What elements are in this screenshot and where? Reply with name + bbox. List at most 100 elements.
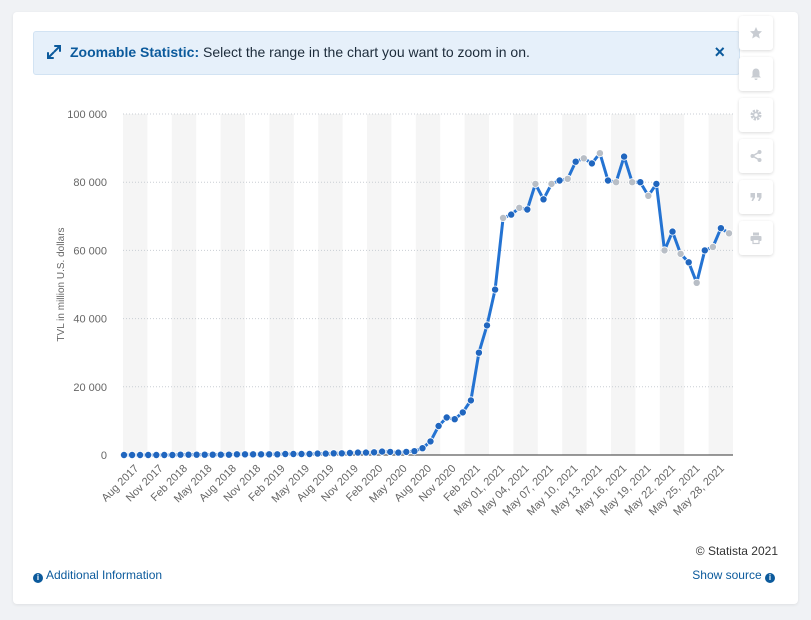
series-line [122,151,731,457]
plot-band [269,114,294,455]
data-point [120,450,129,459]
close-icon[interactable]: × [714,42,725,62]
data-point [128,450,137,459]
data-point [200,450,209,459]
data-point [474,348,483,357]
zoom-banner: Zoomable Statistic: Select the range in … [33,31,740,75]
y-tick-label: 20 000 [73,382,107,394]
data-point [240,450,249,459]
data-point [716,224,725,233]
plot-band [611,114,636,455]
data-point [216,450,225,459]
plot-band [123,114,148,455]
quote-icon [750,193,762,201]
data-point [628,178,637,187]
data-point [507,210,516,219]
data-point [289,449,298,458]
data-point [378,447,387,456]
data-point [136,450,145,459]
statistic-card: Zoomable Statistic: Select the range in … [13,12,798,604]
line-chart[interactable]: 0 20 000 40 000 60 000 80 000 100 000 TVL in m… [33,90,753,570]
data-point [281,449,290,458]
data-point [144,450,153,459]
data-point [684,258,693,267]
plot-band [171,114,197,455]
data-point [386,447,395,456]
y-tick-label: 80 000 [73,177,107,189]
data-point [152,450,161,459]
data-point [402,447,411,456]
y-tick-label: 100 000 [67,109,107,121]
data-point [458,408,467,417]
data-point [620,152,629,161]
notification-button[interactable] [739,57,773,91]
data-point [370,448,379,457]
banner-title: Zoomable Statistic: [70,44,200,60]
data-point [636,178,645,187]
data-point [434,421,443,430]
data-point [361,448,370,457]
data-point [563,174,572,183]
data-point [426,437,435,446]
y-tick-label: 40 000 [73,314,107,326]
data-point [192,450,201,459]
data-point [418,444,427,453]
data-point [329,449,338,458]
print-icon [750,232,762,245]
share-button[interactable] [739,139,773,173]
data-point [579,154,588,163]
show-source-label: Show source [692,568,762,582]
print-button[interactable] [739,221,773,255]
data-point [337,449,346,458]
data-point [547,179,556,188]
data-point [410,447,419,456]
additional-information-label: Additional Information [46,568,163,582]
data-point [168,450,177,459]
data-point [725,229,734,238]
additional-information-link[interactable]: i Additional Information [33,568,162,583]
data-point [612,178,621,187]
data-point [257,450,266,459]
data-point [587,159,596,168]
show-source-link[interactable]: Show source i [692,568,778,583]
plot-band [415,114,441,455]
data-point [555,176,564,185]
banner-message: Select the range in the chart you want t… [199,44,530,60]
data-point [499,214,508,223]
plot-band [659,114,685,455]
info-icon: i [33,573,43,583]
data-point [515,203,524,212]
data-point [184,450,193,459]
favorite-button[interactable] [739,16,773,50]
y-tick-label: 60 000 [73,245,107,257]
plot-band [562,114,587,455]
data-point [160,450,169,459]
data-point [442,413,451,422]
data-point [224,450,233,459]
data-point [604,176,613,185]
data-point [692,278,701,287]
data-point [595,149,604,158]
data-point [539,195,548,204]
star-icon [750,27,762,39]
data-point [353,448,362,457]
data-point [466,396,475,405]
data-point [208,450,217,459]
data-point [345,448,354,457]
data-point [273,450,282,459]
data-point [305,449,314,458]
plot-band [513,114,538,455]
data-point [232,450,241,459]
y-axis-label: TVL in million U.S. dollars [56,227,67,341]
data-point [313,449,322,458]
data-point [676,249,685,258]
share-icon [750,150,762,162]
plot-band [367,114,392,455]
bell-icon [751,68,761,80]
cite-button[interactable] [739,180,773,214]
data-point [297,449,306,458]
gear-icon [750,109,762,121]
data-point [652,179,661,188]
settings-button[interactable] [739,98,773,132]
banner-text: Zoomable Statistic: Select the range in … [70,44,530,60]
